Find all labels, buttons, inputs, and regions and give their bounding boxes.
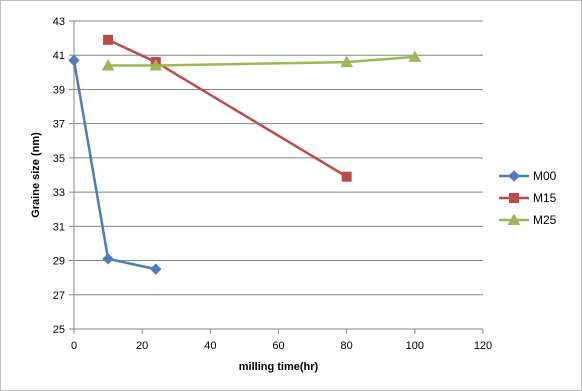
series-line-m25 (108, 55, 415, 67)
y-tick-label: 25 (53, 324, 65, 336)
data-point-m00 (102, 253, 114, 265)
data-point-m25 (408, 50, 422, 62)
data-point-m25 (101, 58, 115, 71)
x-tick-label: 60 (272, 340, 284, 352)
data-point-m00 (68, 54, 80, 67)
x-tick-label: 80 (341, 340, 353, 352)
y-tick-label: 31 (53, 221, 65, 233)
x-tick-labels: 0 20 40 60 80 100 120 (71, 340, 492, 352)
y-tick-label: 43 (53, 16, 65, 28)
x-axis-title: milling time(hr) (239, 361, 319, 373)
y-tick-label: 27 (53, 290, 65, 302)
legend-label-m25: M25 (533, 213, 557, 227)
data-point-m15 (341, 171, 352, 182)
series-line-m00 (72, 60, 157, 271)
legend: M00 M15 M25 (499, 169, 557, 227)
x-tick-label: 20 (136, 340, 148, 352)
gridlines (74, 20, 483, 296)
series-line-m15 (107, 38, 348, 178)
data-point-m15 (103, 34, 114, 45)
y-tick-label: 29 (53, 256, 65, 268)
x-tick-label: 100 (406, 340, 424, 352)
data-point-m25 (149, 58, 163, 71)
data-point-m00 (150, 263, 162, 275)
legend-label-m15: M15 (533, 191, 557, 205)
x-tick-label: 0 (71, 340, 77, 352)
x-tick-label: 40 (204, 340, 216, 352)
y-tick-label: 33 (53, 187, 65, 199)
axes (69, 20, 484, 334)
y-tick-labels: 25 27 29 31 33 35 37 39 41 43 (53, 16, 65, 336)
legend-marker-m25 (507, 213, 521, 225)
y-tick-label: 41 (53, 50, 65, 62)
y-tick-label: 37 (53, 119, 65, 131)
data-series (68, 34, 422, 275)
y-axis-title: Graine size (nm) (30, 132, 42, 218)
y-tick-label: 39 (53, 84, 65, 96)
x-tick-label: 120 (474, 340, 492, 352)
legend-marker-m00 (508, 170, 520, 182)
legend-marker-m15 (509, 193, 519, 203)
y-tick-label: 35 (53, 153, 65, 165)
data-point-m25 (340, 55, 354, 68)
legend-label-m00: M00 (533, 169, 557, 183)
